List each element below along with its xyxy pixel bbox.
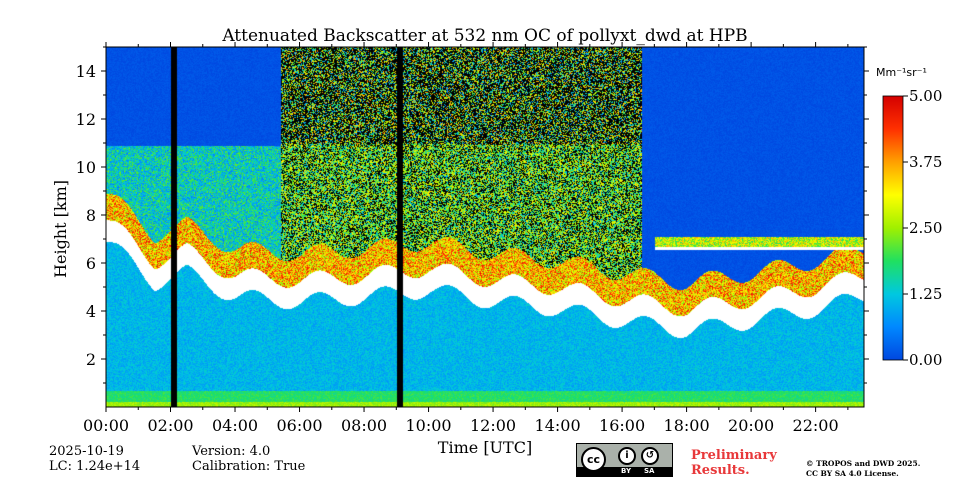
- cc-by-label: BY: [621, 467, 632, 475]
- preliminary-notice: Preliminary Results.: [691, 448, 777, 478]
- cc-badge-strip: [577, 467, 672, 476]
- x-tick-label: 04:00: [212, 416, 258, 435]
- colorbar-tick-label: 3.75: [909, 153, 942, 171]
- footer-version-text: Version: 4.0: [192, 444, 271, 459]
- x-tick-label: 16:00: [599, 416, 645, 435]
- footer-date: 2025-10-19: [49, 444, 124, 459]
- cc-sa-label: SA: [644, 467, 655, 475]
- heatmap-image: [106, 47, 864, 407]
- x-tick-label: 02:00: [147, 416, 193, 435]
- y-tick-label: 10: [76, 158, 96, 177]
- y-tick-label: 12: [76, 110, 96, 129]
- chart-title: Attenuated Backscatter at 532 nm OC of p…: [221, 26, 747, 46]
- cc-license-badge: cc i ↺ BY SA: [576, 443, 673, 477]
- y-tick-label: 4: [86, 302, 96, 321]
- y-axis-label: Height [km]: [51, 180, 70, 278]
- x-tick-label: 06:00: [276, 416, 322, 435]
- copyright-line-1: © TROPOS and DWD 2025.: [806, 459, 921, 468]
- preliminary-line-1: Preliminary: [691, 448, 777, 463]
- x-tick-label: 22:00: [793, 416, 839, 435]
- plot-area: [106, 47, 864, 407]
- x-tick-label: 10:00: [405, 416, 451, 435]
- colorbar-ticks: 0.00 1.25 2.50 3.75 5.00: [903, 87, 942, 369]
- share-alike-icon: ↺: [641, 447, 659, 465]
- colorbar-tick-label: 0.00: [909, 351, 942, 369]
- colorbar: Mm⁻¹sr⁻¹ 0.00 1.25 2.50 3.75 5.00: [876, 66, 942, 369]
- x-tick-label: 12:00: [470, 416, 516, 435]
- plot-frame: [105, 46, 865, 408]
- footer-calibration: Calibration: True: [192, 459, 306, 474]
- preliminary-line-2: Results.: [691, 463, 750, 478]
- cc-icon: cc: [581, 447, 606, 472]
- y-tick-label: 2: [86, 350, 96, 369]
- colorbar-unit: Mm⁻¹sr⁻¹: [876, 66, 927, 79]
- colorbar-tick-label: 2.50: [909, 219, 942, 237]
- x-axis-label: Time [UTC]: [438, 438, 532, 457]
- x-tick-label: 20:00: [728, 416, 774, 435]
- x-tick-label: 08:00: [341, 416, 387, 435]
- x-tick-label: 18:00: [664, 416, 710, 435]
- footer-lc: LC: 1.24e+14: [49, 459, 141, 474]
- x-tick-label: 14:00: [535, 416, 581, 435]
- x-axis: 00:00 02:00 04:00 06:00 08:00 10:00 12:00 14:00…: [83, 42, 849, 435]
- colorbar-tick-label: 5.00: [909, 87, 942, 105]
- colorbar-tick-label: 1.25: [909, 285, 942, 303]
- copyright-notice: © TROPOS and DWD 2025. CC BY SA 4.0 Lice…: [806, 459, 920, 479]
- copyright-line-2: CC BY SA 4.0 License.: [806, 469, 899, 478]
- y-tick-label: 8: [86, 206, 96, 225]
- y-tick-label: 14: [76, 62, 96, 81]
- x-tick-label: 00:00: [83, 416, 129, 435]
- footer-left: 2025-10-19 LC: 1.24e+14: [49, 444, 140, 474]
- attribution-icon: i: [618, 447, 636, 465]
- colorbar-gradient: [882, 95, 904, 361]
- footer-version: Version: 4.0 Calibration: True: [192, 444, 305, 474]
- y-axis: 2 4 6 8 10 12 14: [76, 46, 869, 384]
- y-tick-label: 6: [86, 254, 96, 273]
